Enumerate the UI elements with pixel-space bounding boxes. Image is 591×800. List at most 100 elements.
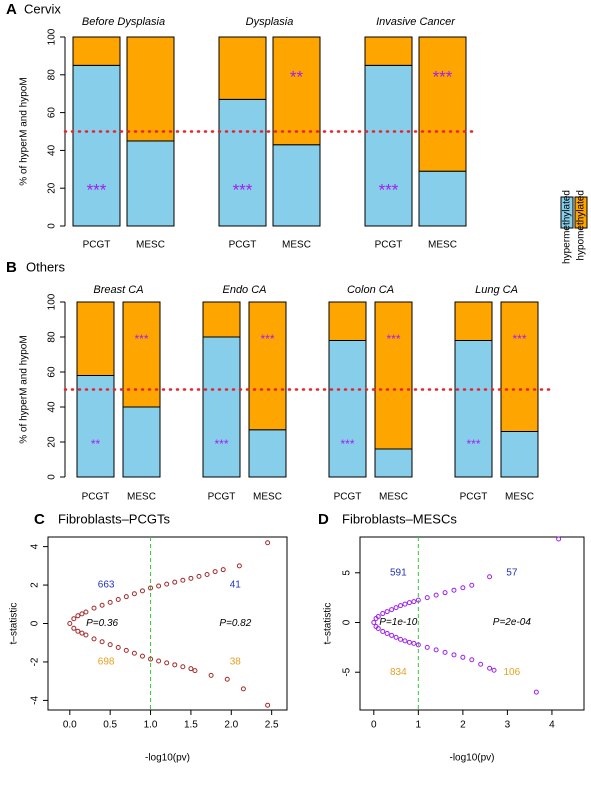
y-tick-label: 100	[47, 28, 58, 45]
point	[402, 601, 408, 607]
bar-segment	[72, 36, 121, 66]
bar-segment	[76, 375, 115, 478]
point	[533, 689, 539, 695]
y-axis-label: % of hyperM and hypoM	[19, 335, 30, 443]
bar-segment	[248, 301, 287, 431]
significance-stars: ***	[233, 181, 253, 200]
point	[411, 599, 417, 605]
y-tick-label: 0	[342, 619, 353, 625]
significance-stars: ***	[87, 181, 107, 200]
point	[99, 602, 105, 608]
point	[380, 611, 386, 617]
y-axis-label: t–statistic	[9, 603, 20, 645]
point	[99, 639, 105, 645]
y-tick-label: 0	[47, 474, 58, 480]
point	[398, 603, 404, 609]
y-tick-label: 2	[30, 582, 41, 588]
point	[224, 676, 230, 682]
annotation: 41	[230, 580, 242, 591]
point	[91, 636, 97, 642]
y-tick-label: 80	[47, 69, 58, 81]
point	[180, 664, 186, 670]
y-tick-label: 60	[47, 366, 58, 378]
point	[83, 632, 89, 638]
point	[212, 569, 218, 575]
annotation: 591	[390, 567, 407, 578]
point	[265, 540, 271, 546]
point	[491, 667, 497, 673]
point	[433, 592, 439, 598]
point	[115, 645, 121, 651]
bar-segment	[374, 301, 413, 450]
point	[487, 574, 493, 580]
significance-stars: ***	[214, 437, 228, 451]
x-tick-label: 2	[460, 720, 466, 731]
x-tick-label: PCGT	[83, 240, 111, 251]
point	[384, 630, 390, 636]
bar-segment	[248, 429, 287, 478]
y-tick-label: 20	[47, 436, 58, 448]
point	[393, 634, 399, 640]
point	[164, 581, 170, 587]
bar-segment	[76, 301, 115, 376]
x-tick-label: MESC	[428, 240, 457, 251]
group-title: Lung CA	[475, 284, 518, 296]
x-tick-label: MESC	[253, 492, 282, 503]
panel-title: Cervix	[24, 1, 61, 16]
x-tick-label: PCGT	[375, 240, 403, 251]
point	[148, 656, 154, 662]
bar-segment	[272, 144, 321, 227]
point	[71, 616, 77, 622]
annotation: 38	[230, 657, 242, 668]
annotation: 698	[98, 657, 115, 668]
bar-segment	[418, 170, 467, 227]
point	[148, 585, 154, 591]
point	[240, 686, 246, 692]
point	[75, 613, 81, 619]
group-title: Before Dysplasia	[82, 16, 165, 28]
annotation: 834	[390, 667, 407, 678]
x-tick-label: MESC	[379, 492, 408, 503]
y-axis-label: % of hyperM and hypoM	[19, 77, 30, 185]
annotation: P=1e-10	[379, 617, 418, 628]
bar-segment	[328, 340, 367, 478]
point	[398, 636, 404, 642]
legend-label: hypermethylated	[562, 190, 573, 264]
annotation: 57	[506, 567, 518, 578]
point	[156, 658, 162, 664]
point	[91, 605, 97, 611]
bar-segment	[374, 448, 413, 478]
x-tick-label: MESC	[282, 240, 311, 251]
point	[402, 638, 408, 644]
point	[75, 628, 81, 634]
group-title: Invasive Cancer	[376, 16, 456, 28]
point	[115, 596, 121, 602]
x-tick-label: 1	[416, 720, 422, 731]
significance-stars: ***	[512, 332, 526, 346]
point	[156, 583, 162, 589]
point	[393, 605, 399, 611]
y-tick-label: 0	[47, 223, 58, 229]
point	[164, 660, 170, 666]
x-tick-label: 1.5	[184, 720, 198, 731]
point	[208, 672, 214, 678]
point	[196, 573, 202, 579]
x-tick-label: MESC	[127, 492, 156, 503]
point	[380, 628, 386, 634]
annotation: P=0.82	[219, 618, 251, 629]
point	[451, 587, 457, 593]
x-tick-label: 0.5	[103, 720, 117, 731]
bar-segment	[218, 98, 267, 227]
bar-segment	[364, 64, 413, 227]
point	[415, 597, 421, 603]
y-axis-label: t–statistic	[323, 603, 334, 645]
point	[451, 652, 457, 658]
point	[415, 642, 421, 648]
x-tick-label: MESC	[505, 492, 534, 503]
bar-segment	[126, 36, 175, 142]
significance-stars: ***	[379, 181, 399, 200]
significance-stars: ***	[386, 332, 400, 346]
point	[83, 609, 89, 615]
